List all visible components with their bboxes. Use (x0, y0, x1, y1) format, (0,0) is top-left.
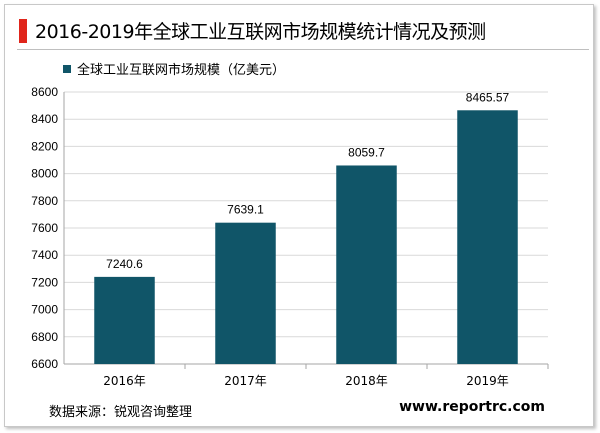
data-label: 8465.57 (466, 90, 510, 104)
legend-swatch (63, 64, 71, 73)
y-tick-label: 7600 (31, 221, 58, 235)
y-tick-label: 7800 (31, 194, 58, 208)
y-tick-label: 8400 (31, 112, 58, 126)
y-tick-label: 7400 (31, 248, 58, 262)
title-accent-bar (19, 19, 27, 43)
y-tick-label: 6600 (31, 357, 58, 371)
x-tick-label: 2016年 (103, 374, 146, 388)
bar (94, 276, 155, 364)
legend-label: 全球工业互联网市场规模（亿美元） (77, 63, 286, 78)
y-tick-label: 8000 (31, 167, 58, 181)
source-note: 数据来源：锐观咨询整理 (49, 405, 193, 420)
bar (215, 222, 276, 364)
data-label: 8059.7 (348, 145, 385, 159)
title-divider (17, 49, 589, 50)
data-label: 7639.1 (227, 203, 264, 217)
y-tick-label: 8600 (31, 85, 58, 99)
y-tick-label: 6800 (31, 330, 58, 344)
y-tick-label: 7200 (31, 275, 58, 289)
website-watermark: www.reportrc.com (399, 399, 545, 415)
x-tick-label: 2018年 (345, 374, 388, 388)
chart-title: 2016-2019年全球工业互联网市场规模统计情况及预测 (35, 21, 486, 43)
chart-legend: 全球工业互联网市场规模（亿美元） (63, 59, 285, 78)
bar (457, 110, 518, 365)
data-label: 7240.6 (106, 257, 143, 271)
y-tick-label: 7000 (31, 303, 58, 317)
x-tick-label: 2019年 (466, 374, 509, 388)
y-tick-label: 8200 (31, 139, 58, 153)
x-tick-label: 2017年 (224, 374, 267, 388)
bar (336, 165, 397, 364)
